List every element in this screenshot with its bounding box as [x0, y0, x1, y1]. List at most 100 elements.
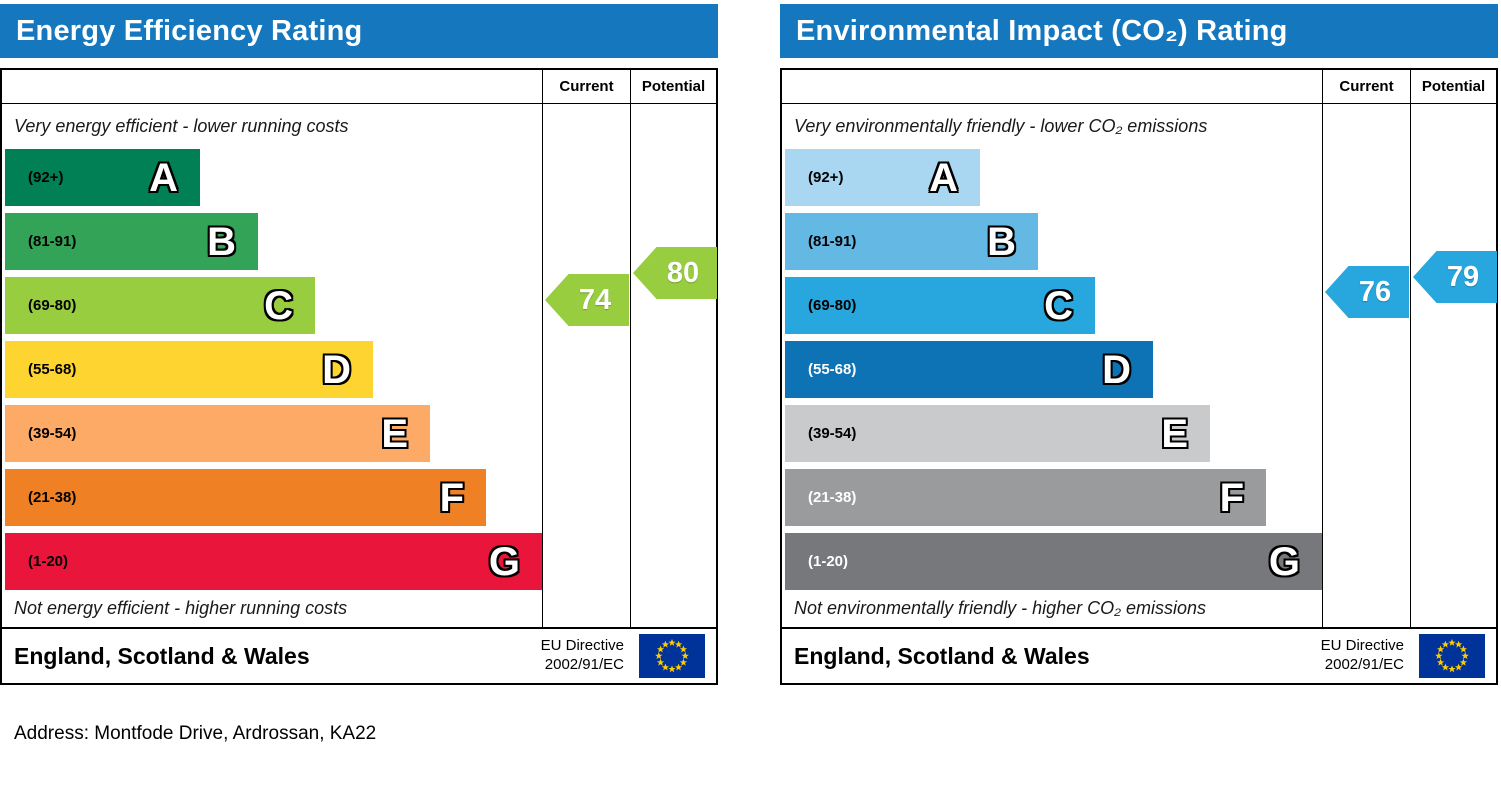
band-range-label: (1-20): [808, 553, 849, 570]
band-range-label: (39-54): [28, 425, 77, 442]
potential-rating-value: 80: [666, 256, 700, 289]
bottom-note: Not energy efficient - higher running co…: [14, 598, 348, 618]
table-header-row: Current Potential: [782, 70, 1496, 104]
footer-region-label: England, Scotland & Wales: [14, 642, 310, 669]
band-row-d: (55-68) D: [782, 341, 1322, 398]
band-range-label: (55-68): [808, 361, 857, 378]
band-letter: G: [1268, 539, 1300, 584]
potential-column-header: Potential: [1410, 70, 1496, 103]
epc-band-c: (69-80) C: [5, 277, 315, 334]
epc-band-f: (21-38) F: [785, 469, 1266, 526]
band-row-b: (81-91) B: [782, 213, 1322, 270]
band-row-a: (92+) A: [782, 149, 1322, 206]
band-letter: B: [987, 219, 1016, 264]
header-spacer: [2, 70, 542, 103]
epc-band-a: (92+) A: [785, 149, 980, 206]
band-letter: A: [149, 155, 178, 200]
band-row-d: (55-68) D: [2, 341, 542, 398]
eu-directive-line1: EU Directive: [1320, 637, 1404, 655]
environmental-impact-rating-chart: Environmental Impact (CO₂) Rating Curren…: [780, 4, 1498, 685]
potential-rating-arrow: 80: [633, 247, 717, 299]
eu-flag-icon: [1419, 634, 1485, 678]
eu-directive-line2: 2002/91/EC: [1324, 656, 1404, 673]
eu-directive-line2: 2002/91/EC: [544, 656, 624, 673]
epc-band-d: (55-68) D: [785, 341, 1153, 398]
energy-efficiency-rating-chart: Energy Efficiency Rating Current Potenti…: [0, 4, 718, 685]
band-row-b: (81-91) B: [2, 213, 542, 270]
epc-band-a: (92+) A: [5, 149, 200, 206]
chart-title: Energy Efficiency Rating: [16, 14, 363, 47]
eu-flag-icon: [639, 634, 705, 678]
table-body: Very energy efficient - lower running co…: [2, 104, 717, 627]
current-rating-value: 76: [1358, 275, 1392, 308]
band-row-f: (21-38) F: [2, 469, 542, 526]
chart-footer: England, Scotland & Wales EU Directive 2…: [0, 629, 718, 685]
footer-region-label: England, Scotland & Wales: [794, 642, 1090, 669]
current-rating-value: 74: [578, 283, 612, 316]
current-column-header: Current: [1322, 70, 1410, 103]
band-letter: B: [207, 219, 236, 264]
chart-title-bar: Energy Efficiency Rating: [0, 4, 718, 58]
top-note: Very environmentally friendly - lower CO…: [794, 116, 1208, 136]
rating-table: Current Potential Very energy efficient …: [0, 68, 718, 629]
current-column-header: Current: [542, 70, 630, 103]
potential-rating-value: 79: [1446, 260, 1480, 293]
eu-directive-label: EU Directive 2002/91/EC: [1321, 637, 1404, 675]
potential-column: 79: [1410, 104, 1497, 627]
epc-band-e: (39-54) E: [785, 405, 1210, 462]
table-header-row: Current Potential: [2, 70, 716, 104]
band-row-g: (1-20) G: [2, 533, 542, 590]
header-spacer: [782, 70, 1322, 103]
epc-band-b: (81-91) B: [5, 213, 258, 270]
band-letter: D: [322, 347, 351, 392]
band-range-label: (21-38): [28, 489, 77, 506]
current-rating-arrow: 74: [545, 274, 629, 326]
band-letter: A: [929, 155, 958, 200]
chart-footer: England, Scotland & Wales EU Directive 2…: [780, 629, 1498, 685]
eu-directive-label: EU Directive 2002/91/EC: [541, 637, 624, 675]
band-letter: E: [1161, 411, 1188, 456]
table-body: Very environmentally friendly - lower CO…: [782, 104, 1497, 627]
band-area: Very environmentally friendly - lower CO…: [782, 104, 1322, 627]
epc-band-b: (81-91) B: [785, 213, 1038, 270]
band-range-label: (1-20): [28, 553, 69, 570]
band-row-e: (39-54) E: [2, 405, 542, 462]
band-range-label: (69-80): [28, 297, 77, 314]
band-range-label: (92+): [28, 169, 64, 186]
bottom-note: Not environmentally friendly - higher CO…: [794, 598, 1207, 618]
band-range-label: (81-91): [28, 233, 77, 250]
charts-row: Energy Efficiency Rating Current Potenti…: [0, 4, 1501, 685]
epc-band-g: (1-20) G: [785, 533, 1322, 590]
potential-rating-arrow: 79: [1413, 251, 1497, 303]
band-range-label: (55-68): [28, 361, 77, 378]
epc-band-g: (1-20) G: [5, 533, 542, 590]
epc-band-c: (69-80) C: [785, 277, 1095, 334]
band-letter: D: [1102, 347, 1131, 392]
band-row-c: (69-80) C: [2, 277, 542, 334]
band-row-e: (39-54) E: [782, 405, 1322, 462]
band-row-f: (21-38) F: [782, 469, 1322, 526]
band-range-label: (21-38): [808, 489, 857, 506]
current-rating-arrow: 76: [1325, 266, 1409, 318]
address-line: Address: Montfode Drive, Ardrossan, KA22: [14, 723, 377, 744]
epc-band-d: (55-68) D: [5, 341, 373, 398]
band-range-label: (92+): [808, 169, 844, 186]
band-letter: F: [1219, 475, 1244, 520]
potential-column-header: Potential: [630, 70, 716, 103]
epc-page: Energy Efficiency Rating Current Potenti…: [0, 4, 1501, 744]
chart-title-bar: Environmental Impact (CO₂) Rating: [780, 4, 1498, 58]
band-range-label: (39-54): [808, 425, 857, 442]
top-note: Very energy efficient - lower running co…: [14, 116, 349, 136]
band-range-label: (81-91): [808, 233, 857, 250]
band-letter: E: [381, 411, 408, 456]
band-range-label: (69-80): [808, 297, 857, 314]
epc-band-e: (39-54) E: [5, 405, 430, 462]
band-row-a: (92+) A: [2, 149, 542, 206]
current-column: 74: [542, 104, 630, 627]
band-letter: C: [264, 283, 293, 328]
band-letter: G: [488, 539, 520, 584]
potential-column: 80: [630, 104, 717, 627]
current-column: 76: [1322, 104, 1410, 627]
epc-band-f: (21-38) F: [5, 469, 486, 526]
eu-directive-line1: EU Directive: [540, 637, 624, 655]
